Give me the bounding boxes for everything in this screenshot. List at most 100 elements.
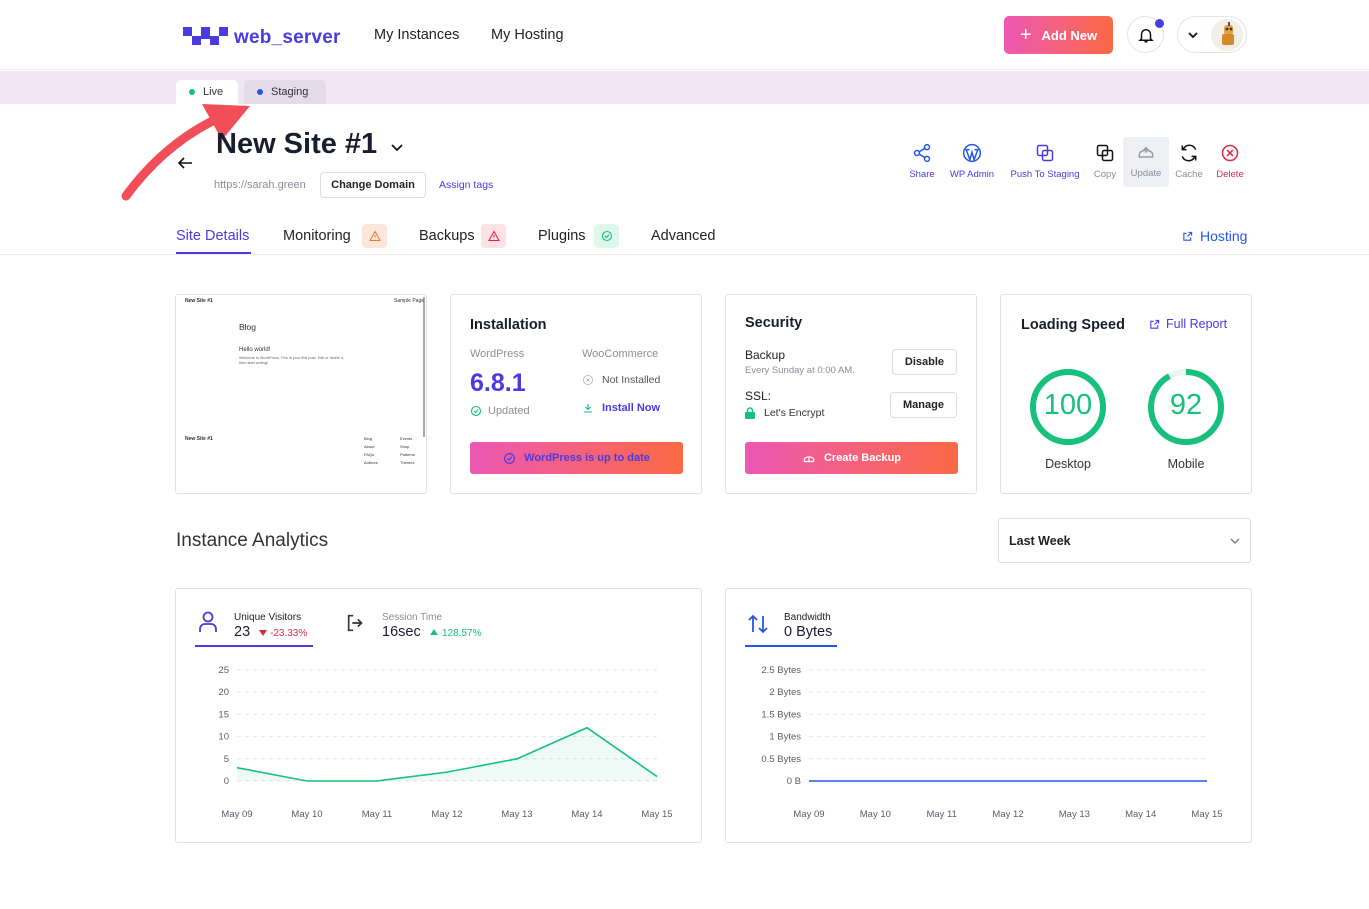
share-button[interactable]: Share bbox=[904, 138, 940, 188]
tab-advanced[interactable]: Advanced bbox=[651, 228, 716, 244]
cache-button[interactable]: Cache bbox=[1174, 138, 1204, 188]
unique-visitors-value: 23 bbox=[234, 624, 251, 640]
installation-card: Installation WordPress 6.8.1 Updated Woo… bbox=[450, 294, 702, 494]
check-circle-icon bbox=[470, 405, 482, 417]
install-woocommerce-link[interactable]: Install Now bbox=[582, 402, 660, 414]
user-menu-button[interactable] bbox=[1177, 16, 1247, 53]
backup-schedule: Every Sunday at 0:00 AM. bbox=[745, 365, 855, 376]
x-tick-label: May 10 bbox=[860, 809, 891, 820]
env-tab-staging[interactable]: Staging bbox=[244, 80, 326, 104]
full-report-link[interactable]: Full Report bbox=[1149, 317, 1227, 331]
wordpress-up-to-date-label: WordPress is up to date bbox=[524, 452, 650, 464]
env-tab-live[interactable]: Live bbox=[176, 80, 238, 104]
preview-footer-link: Shop bbox=[400, 444, 410, 449]
nav-my-hosting[interactable]: My Hosting bbox=[491, 27, 564, 43]
update-label: Update bbox=[1130, 168, 1162, 179]
x-tick-label: May 12 bbox=[431, 809, 462, 820]
x-tick-label: May 15 bbox=[1191, 809, 1222, 820]
update-button[interactable]: Update bbox=[1123, 137, 1169, 187]
share-icon bbox=[913, 143, 931, 163]
preview-post-title: Hello world! bbox=[239, 347, 271, 353]
bell-icon bbox=[1137, 28, 1154, 42]
chevron-down-icon bbox=[1188, 32, 1198, 39]
plus-icon: + bbox=[1019, 24, 1032, 46]
x-tick-label: May 11 bbox=[926, 809, 956, 820]
add-new-button[interactable]: + Add New bbox=[1004, 16, 1113, 54]
assign-tags-link[interactable]: Assign tags bbox=[439, 179, 494, 191]
x-tick-label: May 14 bbox=[1125, 809, 1156, 820]
mobile-label: Mobile bbox=[1167, 457, 1205, 471]
tab-backups[interactable]: Backups bbox=[419, 228, 475, 244]
site-switch-chevron-icon[interactable] bbox=[390, 142, 404, 154]
session-time-change: 128.57% bbox=[442, 628, 482, 639]
wordpress-status: Updated bbox=[488, 405, 530, 417]
tab-plugins[interactable]: Plugins bbox=[538, 228, 586, 244]
site-url[interactable]: https://sarah.green bbox=[214, 179, 306, 191]
wordpress-version: 6.8.1 bbox=[470, 369, 526, 397]
env-tab-staging-label: Staging bbox=[271, 86, 309, 98]
tab-monitoring[interactable]: Monitoring bbox=[283, 228, 351, 244]
create-backup-button[interactable]: Create Backup bbox=[745, 442, 958, 474]
preview-site-name: New Site #1 bbox=[185, 298, 213, 304]
woocommerce-label: WooCommerce bbox=[582, 348, 659, 360]
tab-site-details[interactable]: Site Details bbox=[176, 228, 250, 244]
disable-backup-button[interactable]: Disable bbox=[892, 349, 957, 375]
preview-post-excerpt: Welcome to WordPress. This is your first… bbox=[239, 356, 345, 365]
y-tick-label: 0 bbox=[224, 776, 229, 787]
preview-footer-link: About bbox=[364, 444, 375, 449]
y-tick-label: 2.5 Bytes bbox=[761, 665, 801, 676]
manage-ssl-button[interactable]: Manage bbox=[890, 392, 957, 418]
preview-footer-link: Events bbox=[400, 436, 413, 441]
delete-button[interactable]: Delete bbox=[1213, 138, 1247, 188]
date-range-select[interactable]: Last Week bbox=[998, 518, 1251, 563]
trend-down-icon bbox=[259, 630, 267, 636]
cache-label: Cache bbox=[1175, 169, 1203, 180]
date-range-value: Last Week bbox=[1009, 533, 1071, 548]
backup-icon bbox=[803, 456, 815, 463]
add-new-label: Add New bbox=[1041, 27, 1098, 43]
back-arrow-icon[interactable] bbox=[177, 156, 193, 170]
visitors-chart-card: Unique Visitors 23 -23.33% Session Time … bbox=[175, 588, 702, 843]
wordpress-up-to-date-button[interactable]: WordPress is up to date bbox=[470, 442, 683, 474]
push-to-staging-button[interactable]: Push To Staging bbox=[1007, 138, 1083, 188]
copy-button[interactable]: Copy bbox=[1090, 138, 1120, 188]
change-domain-button[interactable]: Change Domain bbox=[320, 172, 426, 198]
push-to-staging-icon bbox=[1036, 144, 1054, 162]
session-time-label: Session Time bbox=[382, 612, 443, 623]
warning-icon bbox=[487, 230, 500, 242]
staging-status-dot bbox=[257, 89, 263, 95]
nav-my-instances[interactable]: My Instances bbox=[374, 27, 460, 43]
x-tick-label: May 13 bbox=[501, 809, 532, 820]
preview-footer-link: Themes bbox=[400, 460, 415, 465]
y-tick-label: 1.5 Bytes bbox=[761, 709, 801, 720]
security-card: Security Backup Every Sunday at 0:00 AM.… bbox=[725, 294, 977, 494]
transfer-arrows-icon bbox=[748, 614, 768, 634]
lock-icon bbox=[745, 407, 755, 419]
preview-sample-page: Sample Page bbox=[394, 298, 425, 304]
notifications-button[interactable] bbox=[1127, 16, 1164, 53]
chevron-down-icon bbox=[1230, 538, 1240, 544]
x-tick-label: May 10 bbox=[291, 809, 322, 820]
wp-admin-label: WP Admin bbox=[949, 169, 995, 180]
site-title: New Site #1 bbox=[216, 128, 378, 160]
desktop-score-gauge bbox=[1030, 369, 1106, 445]
mobile-score: 92 bbox=[1169, 389, 1203, 421]
logout-icon bbox=[347, 614, 363, 632]
annotation-arrow-icon bbox=[121, 104, 250, 201]
plugins-ok-badge bbox=[594, 224, 619, 248]
hosting-link[interactable]: Hosting bbox=[1182, 228, 1247, 244]
x-tick-label: May 15 bbox=[641, 809, 672, 820]
external-link-icon bbox=[1183, 231, 1193, 241]
user-icon bbox=[199, 611, 217, 632]
logo-icon bbox=[183, 27, 228, 45]
wp-admin-button[interactable]: WP Admin bbox=[946, 138, 998, 188]
backup-label: Backup bbox=[745, 348, 786, 362]
logo-text[interactable]: web_server bbox=[234, 27, 341, 48]
ssl-value: Let's Encrypt bbox=[764, 407, 825, 419]
unique-visitors-tab[interactable]: Unique Visitors 23 -23.33% bbox=[195, 609, 313, 647]
wordpress-label: WordPress bbox=[470, 348, 525, 360]
site-preview-card[interactable]: New Site #1 Sample Page Blog Hello world… bbox=[175, 294, 427, 494]
x-tick-label: May 11 bbox=[362, 809, 392, 820]
session-time-tab[interactable]: Session Time 16sec 128.57% bbox=[344, 609, 484, 647]
bandwidth-tab[interactable]: Bandwidth 0 Bytes bbox=[745, 609, 837, 647]
